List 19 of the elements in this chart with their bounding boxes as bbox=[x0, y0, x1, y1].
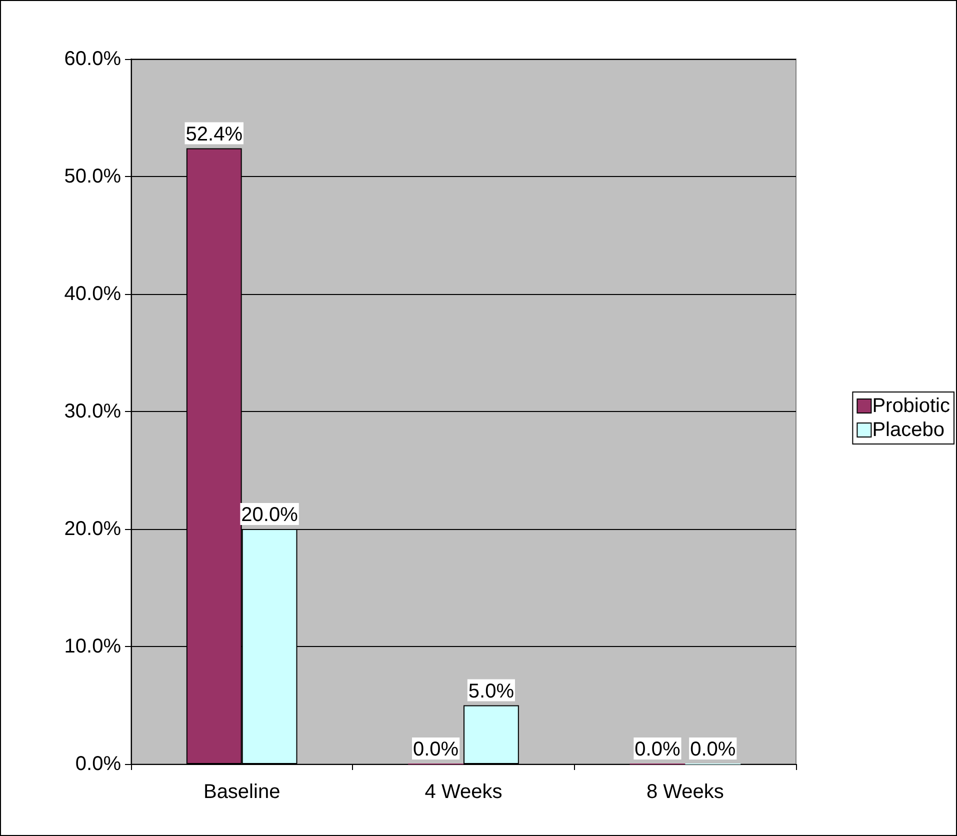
data-label: 20.0% bbox=[241, 504, 298, 526]
y-tick-label: 0.0% bbox=[75, 753, 122, 775]
y-tick-label: 60.0% bbox=[64, 48, 122, 70]
x-tick-label: Baseline bbox=[203, 781, 280, 803]
legend-label: Placebo bbox=[872, 419, 944, 441]
bar bbox=[464, 705, 519, 764]
x-tick-label: 4 Weeks bbox=[424, 781, 502, 803]
data-label: 0.0% bbox=[634, 738, 680, 760]
data-label: 0.0% bbox=[412, 738, 459, 760]
y-tick-label: 30.0% bbox=[64, 400, 122, 422]
y-tick-label: 20.0% bbox=[64, 518, 122, 540]
legend-label: Probiotic bbox=[872, 395, 950, 417]
x-tick-label: 8 Weeks bbox=[646, 781, 724, 803]
y-tick-label: 40.0% bbox=[64, 283, 122, 305]
data-label: 5.0% bbox=[468, 680, 514, 702]
y-tick-label: 10.0% bbox=[64, 636, 122, 658]
data-label: 0.0% bbox=[690, 738, 736, 760]
y-tick-label: 50.0% bbox=[64, 166, 122, 188]
data-label: 52.4% bbox=[186, 123, 243, 146]
